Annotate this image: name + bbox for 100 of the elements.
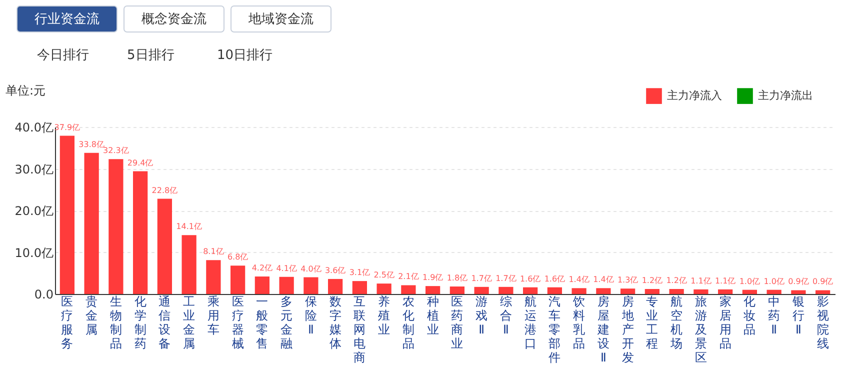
- x-tick-label: 化妆品: [744, 294, 756, 336]
- x-tick-label: 旅游及景区: [694, 294, 707, 364]
- bar: [328, 278, 343, 294]
- data-label: 1.2亿: [642, 276, 663, 285]
- text: 概念资金流: [142, 11, 206, 27]
- bar: [376, 284, 392, 294]
- x-tick-label: 一般零售: [256, 294, 268, 350]
- x-tick-label: 饮料乳品: [572, 294, 586, 350]
- y-tick-label: 0.0: [34, 288, 54, 302]
- x-tick-label: 航运港口: [524, 294, 536, 350]
- bar: [133, 171, 148, 294]
- y-tick-label: 40.0亿: [14, 120, 54, 134]
- x-tick-label: 医疗器械: [232, 294, 244, 350]
- x-tick-label: 化学制药: [134, 294, 146, 350]
- legend-label: 主力净流出: [758, 89, 813, 102]
- data-label: 1.0亿: [764, 276, 784, 286]
- data-label: 1.7亿: [471, 274, 492, 283]
- text: 行业资金流: [34, 11, 100, 27]
- data-label: 6.8亿: [227, 252, 248, 262]
- x-tick-label: 房地产开发: [620, 294, 634, 364]
- bar: [426, 286, 440, 294]
- data-label: 22.8亿: [152, 186, 178, 195]
- bar: [401, 285, 416, 294]
- bar: [450, 286, 464, 294]
- data-label: 0.9亿: [788, 277, 809, 286]
- bar: [547, 287, 562, 294]
- x-tick-label: 中药Ⅱ: [768, 294, 780, 336]
- x-tick-label: 农化制品: [402, 294, 414, 350]
- data-label: 4.2亿: [252, 263, 273, 272]
- bar: [84, 152, 99, 294]
- bar: [742, 290, 757, 294]
- x-tick-label: 乘用车: [207, 294, 220, 336]
- x-tick-label: 汽车零部件: [548, 294, 561, 364]
- data-label: 1.1亿: [690, 276, 712, 286]
- x-tick-label: 养殖业: [378, 294, 390, 336]
- data-label: 2.1亿: [398, 272, 419, 282]
- bar: [254, 276, 270, 294]
- x-tick-label: 互联网电商: [354, 294, 366, 364]
- data-label: 1.3亿: [617, 276, 638, 285]
- y-axis-title: 单位:元: [6, 84, 46, 98]
- data-label: 14.1亿: [176, 222, 202, 232]
- data-label: 37.9亿: [54, 122, 80, 132]
- data-label: 33.8亿: [78, 140, 104, 149]
- y-tick-label: 20.0亿: [14, 204, 54, 218]
- x-tick-label: 游戏Ⅱ: [476, 294, 488, 336]
- bar: [108, 159, 124, 294]
- bar: [791, 290, 806, 294]
- y-tick-label: 10.0亿: [14, 246, 54, 260]
- data-label: 1.8亿: [446, 273, 468, 282]
- data-label: 1.4亿: [568, 275, 590, 284]
- text: 地域资金流: [248, 11, 314, 27]
- x-tick-label: 医疗服务: [61, 294, 74, 350]
- bar: [157, 198, 172, 294]
- x-tick-label: 医药商业: [451, 294, 464, 350]
- data-label: 1.7亿: [496, 274, 516, 283]
- x-tick-label: 家居用品: [719, 294, 732, 350]
- x-tick-label: 航空机场: [670, 294, 683, 350]
- bar: [572, 288, 586, 294]
- data-label: 32.3亿: [103, 146, 129, 156]
- data-label: 1.4亿: [593, 275, 614, 284]
- bar: [644, 288, 660, 294]
- bar: [352, 281, 367, 294]
- x-tick-label: 数字媒体: [329, 294, 342, 350]
- data-label: 3.6亿: [324, 266, 346, 275]
- bar: [304, 277, 318, 294]
- data-label: 4.0亿: [300, 264, 322, 274]
- data-label: 1.6亿: [544, 274, 566, 284]
- bar: [620, 288, 636, 294]
- data-label: 1.1亿: [714, 276, 736, 286]
- bar: [596, 288, 611, 294]
- data-label: 29.4亿: [127, 158, 154, 168]
- bar: [718, 289, 733, 294]
- bar: [182, 235, 196, 294]
- bar: [498, 286, 514, 294]
- data-label: 3.1亿: [349, 268, 370, 278]
- text: 10日排行: [217, 48, 273, 63]
- bar: [230, 266, 246, 294]
- x-tick-label: 房屋建设Ⅱ: [596, 294, 610, 364]
- bar: [60, 136, 74, 294]
- text: 今日排行: [37, 48, 89, 63]
- bar: [669, 288, 684, 294]
- data-label: 1.9亿: [422, 273, 444, 282]
- data-label: 4.1亿: [276, 264, 297, 273]
- data-label: 2.5亿: [374, 270, 394, 280]
- data-label: 1.2亿: [666, 276, 687, 285]
- x-tick-label: 贵金属: [86, 294, 98, 336]
- data-label: 8.1亿: [203, 247, 224, 256]
- bar: [279, 276, 294, 294]
- x-tick-label: 银行Ⅱ: [791, 294, 804, 336]
- x-tick-label: 专业工程: [646, 294, 658, 350]
- data-label: 0.9亿: [812, 277, 834, 286]
- bar: [474, 286, 489, 294]
- x-tick-label: 综合Ⅱ: [500, 294, 512, 336]
- x-tick-label: 工业金属: [183, 294, 196, 350]
- data-label: 1.6亿: [520, 274, 541, 284]
- x-tick-label: 通信设备: [158, 294, 171, 350]
- y-tick-label: 30.0亿: [14, 162, 54, 176]
- bar: [766, 290, 782, 294]
- text: 5日排行: [127, 48, 174, 63]
- data-label: 1.0亿: [739, 276, 760, 286]
